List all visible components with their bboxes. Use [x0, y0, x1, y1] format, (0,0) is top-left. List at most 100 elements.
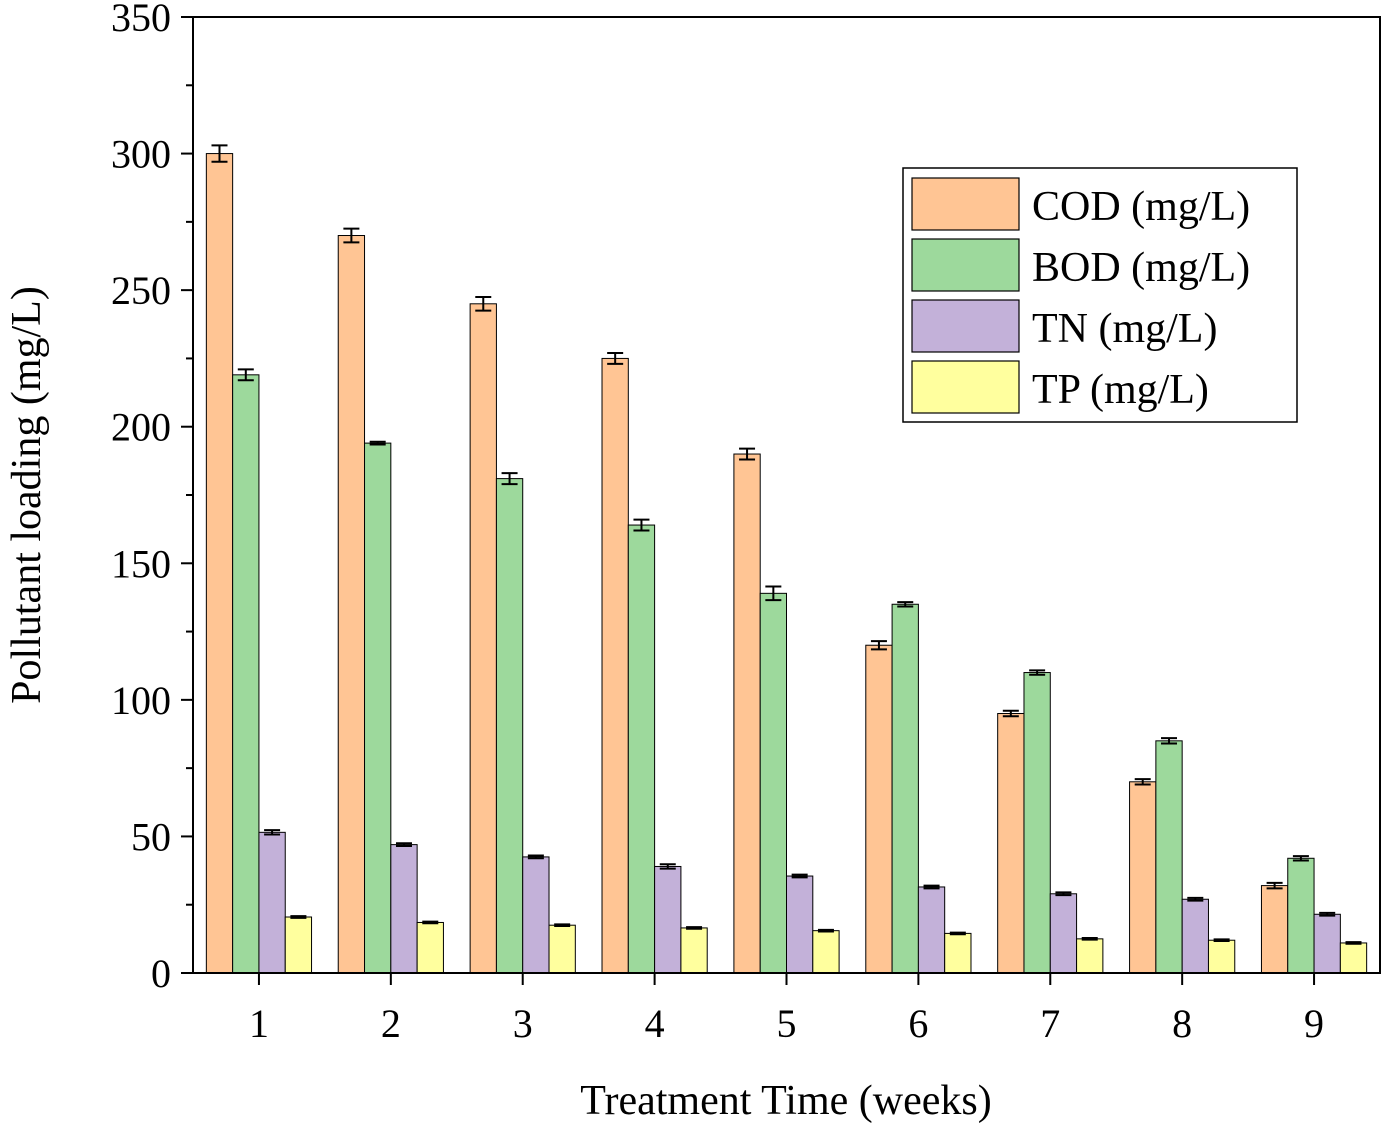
bar-tp-week-2 [416, 921, 444, 974]
y-tick-label-50: 50 [131, 814, 171, 859]
y-tick-label-0: 0 [151, 951, 171, 996]
bar-bod-week-6 [891, 603, 919, 974]
y-tick-label-300: 300 [111, 132, 171, 177]
y-tick-label-200: 200 [111, 405, 171, 450]
bar-bod-week-9 [1287, 857, 1315, 974]
error-bar-tn-week-5 [791, 873, 808, 879]
bar-bod-week-1 [232, 374, 260, 974]
bar-cod-week-4 [601, 357, 629, 974]
bars-layer [205, 144, 1368, 974]
x-tick-label-6: 6 [908, 1001, 928, 1046]
error-bar-tp-week-5 [817, 928, 834, 933]
x-axis-title: Treatment Time (weeks) [580, 1078, 991, 1124]
error-bar-tp-week-1 [290, 915, 307, 919]
bar-tp-week-8 [1207, 939, 1236, 974]
error-bar-bod-week-8 [1161, 737, 1178, 745]
legend-label-cod: COD (mg/L) [1032, 184, 1250, 230]
error-bar-cod-week-6 [870, 640, 887, 651]
error-bar-tp-week-3 [554, 923, 571, 928]
error-bar-tp-week-7 [1081, 937, 1098, 941]
bar-cod-week-3 [469, 303, 497, 974]
y-axis-title: Pollutant loading (mg/L) [4, 286, 50, 704]
bar-cod-week-2 [337, 235, 366, 974]
bar-tn-week-2 [390, 844, 418, 974]
bar-cod-week-7 [997, 713, 1025, 974]
error-bar-cod-week-8 [1134, 778, 1151, 786]
bar-bod-week-4 [627, 524, 656, 974]
axis-layer: 0 50 100 150 200 250 300 350 1 2 3 4 5 6 7 8 9 [111, 0, 1324, 1046]
error-bar-bod-week-4 [633, 518, 650, 532]
error-bar-cod-week-2 [343, 227, 360, 244]
error-bar-bod-week-9 [1292, 855, 1309, 862]
bar-tn-week-3 [522, 856, 550, 974]
error-bar-cod-week-3 [475, 295, 492, 312]
bar-tp-week-1 [284, 916, 313, 974]
bar-bod-week-5 [759, 592, 788, 974]
legend: COD (mg/L) BOD (mg/L) TN (mg/L) TP (mg/L) [902, 167, 1298, 423]
x-tick-label-9: 9 [1304, 1001, 1324, 1046]
bar-tp-week-3 [548, 924, 576, 974]
bar-cod-week-8 [1129, 781, 1157, 974]
error-bar-bod-week-3 [501, 472, 518, 486]
x-tick-label-1: 1 [249, 1001, 269, 1046]
y-tick-label-150: 150 [111, 541, 171, 586]
error-bar-tn-week-3 [527, 854, 544, 860]
bar-cod-week-1 [205, 153, 234, 974]
error-bar-tn-week-2 [395, 842, 412, 847]
bar-tn-week-5 [786, 875, 814, 974]
y-tick-label-250: 250 [111, 268, 171, 313]
error-bar-cod-week-4 [607, 351, 624, 365]
error-bar-tn-week-8 [1187, 896, 1204, 902]
bar-tp-week-4 [680, 927, 708, 974]
legend-label-tp: TP (mg/L) [1032, 367, 1209, 413]
bar-tn-week-8 [1181, 898, 1209, 974]
bar-tn-week-7 [1049, 893, 1078, 974]
bar-tn-week-9 [1313, 913, 1341, 974]
y-tick-label-350: 350 [111, 0, 171, 40]
error-bar-tp-week-4 [686, 926, 703, 930]
bar-tn-week-6 [917, 886, 946, 974]
bar-tn-week-1 [258, 831, 286, 974]
bar-bod-week-7 [1023, 672, 1051, 974]
bar-bod-week-2 [364, 442, 392, 974]
legend-label-bod: BOD (mg/L) [1032, 245, 1250, 291]
y-tick-label-100: 100 [111, 678, 171, 723]
error-bar-tp-week-2 [422, 920, 439, 925]
bar-tp-week-7 [1076, 938, 1104, 974]
legend-swatch-cod [911, 177, 1020, 231]
x-tick-label-4: 4 [645, 1001, 665, 1046]
error-bar-tn-week-9 [1319, 911, 1336, 917]
error-bar-tp-week-8 [1213, 938, 1230, 943]
error-bar-tp-week-6 [949, 931, 966, 936]
bar-cod-week-9 [1260, 885, 1289, 974]
bar-tp-week-5 [812, 930, 840, 974]
bar-tn-week-4 [654, 865, 682, 974]
error-bar-cod-week-9 [1266, 881, 1283, 890]
error-bar-cod-week-1 [211, 144, 228, 163]
x-tick-label-7: 7 [1040, 1001, 1060, 1046]
error-bar-tn-week-7 [1055, 891, 1072, 897]
error-bar-tn-week-1 [264, 829, 281, 836]
error-bar-bod-week-5 [765, 585, 782, 602]
error-bar-cod-week-5 [739, 447, 756, 461]
error-bar-bod-week-2 [369, 440, 386, 446]
x-tick-label-8: 8 [1172, 1001, 1192, 1046]
legend-swatch-tp [911, 360, 1020, 414]
x-tick-label-5: 5 [777, 1001, 797, 1046]
error-bar-tn-week-4 [659, 863, 676, 870]
error-bar-cod-week-7 [1002, 709, 1019, 718]
error-bar-tn-week-6 [923, 884, 940, 890]
x-tick-label-3: 3 [513, 1001, 533, 1046]
legend-swatch-bod [911, 238, 1020, 292]
legend-swatch-tn [911, 299, 1020, 353]
bar-cod-week-5 [733, 453, 761, 974]
bar-bod-week-8 [1155, 740, 1183, 974]
error-bar-tp-week-9 [1345, 941, 1362, 945]
legend-items: COD (mg/L) BOD (mg/L) TN (mg/L) TP (mg/L) [911, 177, 1250, 414]
error-bar-bod-week-6 [897, 601, 914, 608]
bar-tp-week-6 [944, 932, 972, 974]
legend-label-tn: TN (mg/L) [1032, 306, 1217, 352]
bar-cod-week-6 [865, 644, 893, 974]
error-bar-bod-week-7 [1029, 669, 1046, 676]
